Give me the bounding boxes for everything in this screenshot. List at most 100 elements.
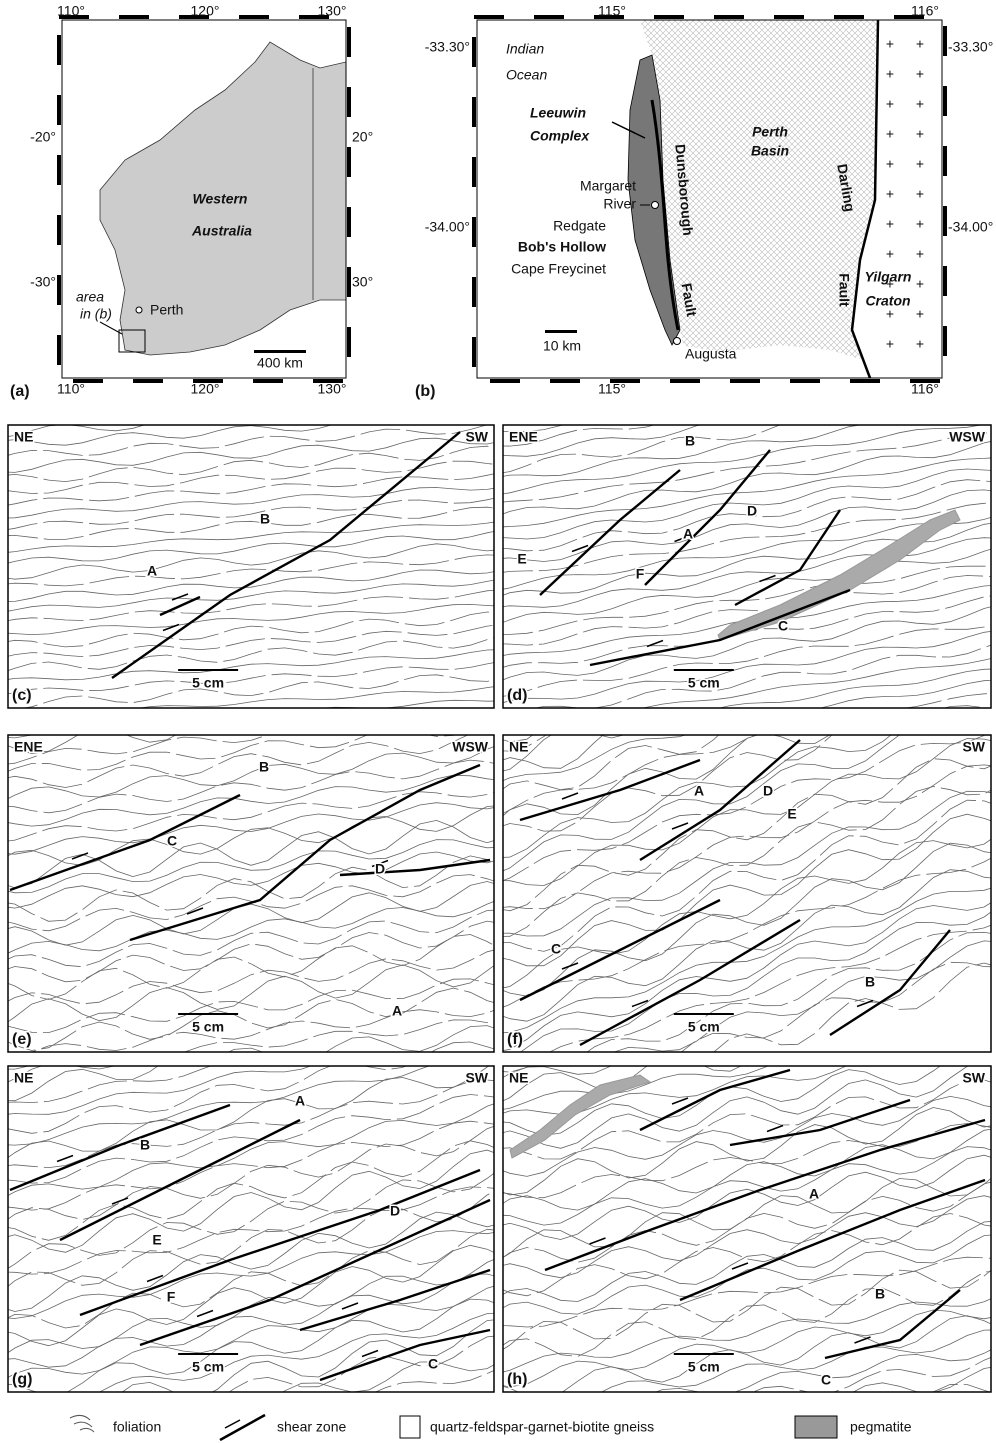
foliation [0, 654, 504, 713]
foliation [493, 961, 996, 1046]
foliation [0, 446, 504, 481]
shear-arrow [562, 793, 578, 799]
tick-label: 130° [318, 3, 347, 19]
foliation [493, 439, 996, 517]
tick-label: 115° [598, 381, 626, 397]
scale-label: 5 cm [688, 675, 720, 691]
craton-cross: + [886, 156, 894, 172]
label: Indian [506, 41, 544, 57]
feature-label: A [392, 1003, 402, 1019]
shear-zone [300, 1270, 490, 1330]
feature-label: B [865, 974, 875, 990]
foliation [493, 546, 996, 626]
foliation [0, 921, 504, 982]
foliation [493, 843, 996, 996]
label: Redgate [553, 218, 606, 234]
label: area [76, 289, 104, 305]
pegmatite [510, 1075, 650, 1158]
foliation [0, 805, 504, 865]
foliation [493, 962, 996, 1109]
foliation [493, 944, 996, 1029]
panel-label: (b) [415, 383, 435, 400]
scale-label: 5 cm [192, 675, 224, 691]
tick-label: -34.00° [948, 219, 993, 235]
foliation [493, 1179, 996, 1264]
foliation [0, 1064, 504, 1126]
foliation [493, 604, 996, 684]
feature-label: B [259, 759, 269, 775]
figure: 110°110°120°120°130°130°-20°20°-30°30°We… [0, 0, 996, 1443]
leader [100, 322, 122, 334]
legend-pegmatite-box [795, 1416, 837, 1438]
foliation [493, 1316, 996, 1400]
label: Ocean [506, 67, 547, 83]
foliation-lines [0, 356, 504, 778]
foliation [0, 700, 504, 729]
sketch-panel [0, 640, 504, 1126]
tick-label: 120° [191, 381, 220, 397]
craton-cross: + [886, 216, 894, 232]
label: foliation [113, 1419, 161, 1435]
foliation [0, 775, 504, 826]
direction-label: ENE [509, 429, 538, 445]
foliation [493, 1330, 996, 1404]
direction-label: SW [465, 429, 488, 445]
tick-label: -33.30° [425, 39, 470, 55]
shear-arrow [147, 1276, 163, 1282]
craton-cross: + [886, 336, 894, 352]
panel-label: (d) [507, 687, 527, 704]
foliation [493, 616, 996, 769]
foliation [0, 1054, 504, 1120]
foliation [0, 1187, 504, 1294]
foliation [493, 963, 996, 1116]
foliation [0, 1299, 504, 1395]
label: Western [193, 191, 248, 207]
shear-arrow [857, 1001, 873, 1007]
feature-label: A [147, 563, 157, 579]
shear-arrow [760, 576, 776, 582]
foliation [493, 706, 996, 777]
panel-label: (f) [507, 1031, 523, 1048]
foliation [493, 1053, 996, 1136]
foliation [0, 1042, 504, 1133]
shear-arrow [362, 1351, 378, 1357]
foliation [0, 958, 504, 1029]
foliation [493, 397, 996, 474]
feature-label: A [683, 526, 693, 542]
foliation [0, 1166, 504, 1274]
label: 400 km [257, 355, 303, 371]
shear-arrow [57, 1156, 73, 1162]
tick-label: 20° [352, 129, 373, 145]
craton-cross: + [916, 156, 924, 172]
foliation [0, 544, 504, 579]
feature-label: B [140, 1137, 150, 1153]
shear-arrow [562, 963, 578, 969]
foliation [493, 853, 996, 1012]
craton-cross: + [916, 246, 924, 262]
foliation-lines [493, 944, 996, 1443]
shear-arrow [767, 1126, 783, 1132]
panel-label: (h) [507, 1371, 527, 1388]
label: Leeuwin [530, 105, 586, 121]
foliation [493, 642, 996, 723]
feature-label: E [152, 1232, 161, 1248]
foliation [493, 1155, 996, 1239]
panel-label: (a) [10, 383, 30, 400]
legend-shear-arrow [225, 1420, 240, 1428]
feature-label: F [167, 1289, 176, 1305]
panel-label: (g) [12, 1371, 32, 1388]
sketch-frame [503, 1066, 991, 1392]
label: Fault [836, 273, 852, 307]
shear-zone [160, 597, 200, 615]
foliation [0, 803, 504, 855]
craton-cross: + [916, 186, 924, 202]
craton-cross: + [916, 66, 924, 82]
tick-label: -30° [30, 274, 56, 290]
shear-zone [640, 1070, 790, 1130]
direction-label: SW [962, 1070, 985, 1086]
label: shear zone [277, 1419, 346, 1435]
feature-label: B [260, 511, 270, 527]
foliation [0, 1187, 504, 1274]
foliation [493, 921, 996, 1073]
craton-cross: + [886, 126, 894, 142]
